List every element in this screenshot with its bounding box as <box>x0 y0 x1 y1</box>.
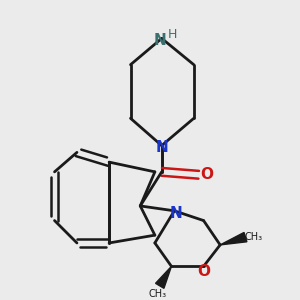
Polygon shape <box>220 232 247 245</box>
Text: N: N <box>153 33 166 48</box>
Text: O: O <box>200 167 213 182</box>
Text: H: H <box>168 28 177 41</box>
Text: CH₃: CH₃ <box>244 232 262 242</box>
Text: N: N <box>170 206 183 221</box>
Text: N: N <box>155 140 168 155</box>
Text: CH₃: CH₃ <box>149 289 167 298</box>
Polygon shape <box>156 266 171 288</box>
Text: O: O <box>197 264 210 279</box>
